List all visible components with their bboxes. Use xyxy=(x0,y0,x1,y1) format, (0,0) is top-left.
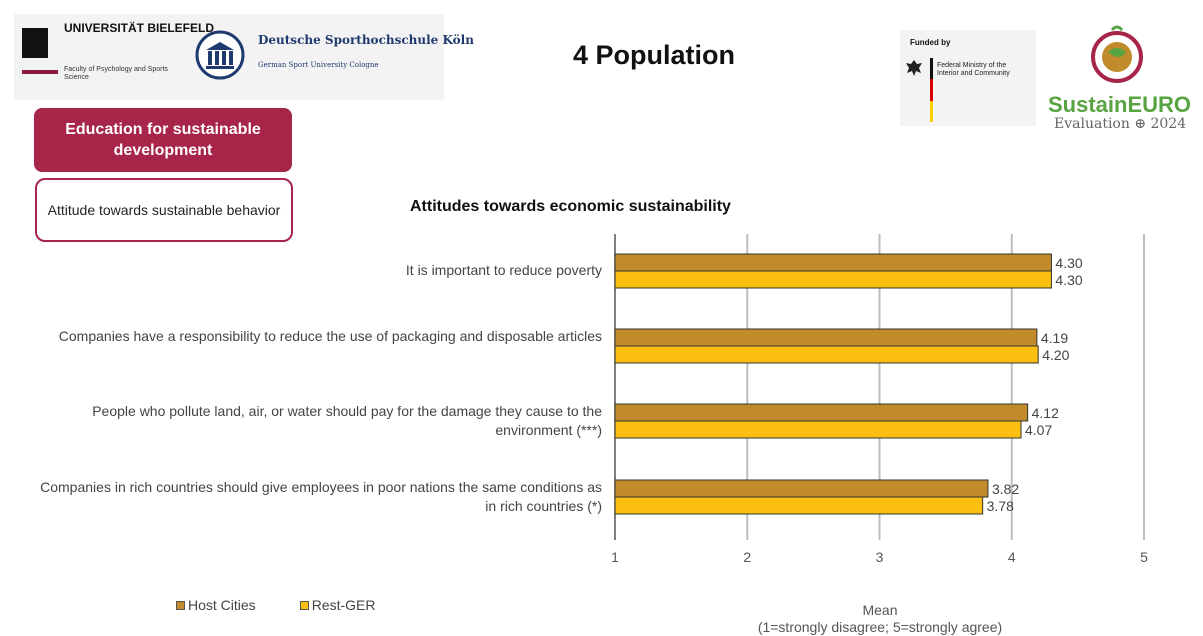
category-label-1: Companies have a responsibility to reduc… xyxy=(58,328,602,344)
data-label-rest-ger-2: 4.07 xyxy=(1025,422,1052,438)
eagle-icon xyxy=(906,60,922,76)
category-label-3: Companies in rich countries should give … xyxy=(40,479,602,514)
page-title: 4 Population xyxy=(573,40,735,70)
bar-host-cities-0 xyxy=(614,253,1052,272)
bar-host-cities-3 xyxy=(614,479,989,498)
x-axis-label: Mean xyxy=(862,602,898,618)
x-tick-label-3: 3 xyxy=(876,549,884,565)
chart-title: Attitudes towards economic sustainabilit… xyxy=(410,198,731,215)
ministry-text: Federal Ministry of the Interior and Com… xyxy=(937,62,1010,77)
dshs-seal-icon xyxy=(195,30,245,80)
data-label-host-cities-1: 4.19 xyxy=(1041,330,1068,346)
bar-rest-ger-0 xyxy=(614,270,1052,289)
legend-item-rest-ger: Rest-GER xyxy=(299,597,376,613)
bar-rest-ger-2 xyxy=(614,420,1022,439)
x-tick-label-5: 5 xyxy=(1140,549,1148,565)
data-label-host-cities-2: 4.12 xyxy=(1032,405,1059,421)
bar-chart: 1 2 3 4 5 4.304.30 4.194.20 4.124.07 3.823.78 xyxy=(611,234,1148,565)
category-label-2: People who pollute land, air, or water s… xyxy=(92,403,602,438)
sustaineuro-evaluation-text: Evaluation ⊕ 2024 xyxy=(1054,116,1187,132)
bar-host-cities-1 xyxy=(614,328,1038,347)
legend-swatch-host-cities xyxy=(176,600,185,610)
bar-host-cities-2 xyxy=(614,403,1029,422)
bielefeld-logo-text: UNIVERSITÄT BIELEFELD xyxy=(64,21,215,35)
legend-item-host-cities: Host Cities xyxy=(176,597,256,613)
bar-rest-ger-3 xyxy=(614,496,984,515)
x-tick-label-2: 2 xyxy=(743,549,751,565)
legend-swatch-rest-ger xyxy=(299,600,309,610)
german-flag-stripe xyxy=(930,58,933,122)
dshs-logo-subtitle: German Sport University Cologne xyxy=(258,61,379,69)
funder-logo-panel xyxy=(900,30,1036,126)
x-tick-label-4: 4 xyxy=(1008,549,1016,565)
section-primary-label: Education for sustainable development xyxy=(65,121,261,159)
x-axis-title: Mean (1=strongly disagree; 5=strongly ag… xyxy=(690,602,1070,636)
bar-rest-ger-1 xyxy=(614,345,1039,364)
section-secondary-badge: Attitude towards sustainable behavior xyxy=(35,178,293,242)
section-secondary-label: Attitude towards sustainable behavior xyxy=(47,201,281,218)
funded-by-label: Funded by xyxy=(910,38,951,47)
x-axis-note: (1=strongly disagree; 5=strongly agree) xyxy=(757,619,1003,635)
legend-label-rest-ger: Rest-GER xyxy=(311,597,376,613)
legend-label-host-cities: Host Cities xyxy=(188,597,256,613)
dshs-logo-text: Deutsche Sporthochschule Köln xyxy=(258,33,474,47)
section-primary-badge: Education for sustainable development xyxy=(34,108,292,172)
bielefeld-logo-bar xyxy=(22,70,58,74)
data-label-host-cities-0: 4.30 xyxy=(1055,255,1082,271)
data-label-rest-ger-0: 4.30 xyxy=(1055,272,1082,288)
sustaineuro-emblem-icon xyxy=(1091,25,1143,83)
data-label-rest-ger-3: 3.78 xyxy=(987,498,1014,514)
category-label-0: It is important to reduce poverty xyxy=(405,262,602,278)
x-tick-label-1: 1 xyxy=(611,549,619,565)
bielefeld-faculty-text: Faculty of Psychology and Sports Science xyxy=(64,66,168,81)
sustaineuro-logo-text: SustainEURO xyxy=(1048,92,1192,117)
chart-legend: Host Cities Rest-GER xyxy=(176,597,375,613)
data-label-rest-ger-1: 4.20 xyxy=(1042,347,1069,363)
data-label-host-cities-3: 3.82 xyxy=(992,481,1019,497)
bielefeld-logo-icon xyxy=(22,28,48,58)
